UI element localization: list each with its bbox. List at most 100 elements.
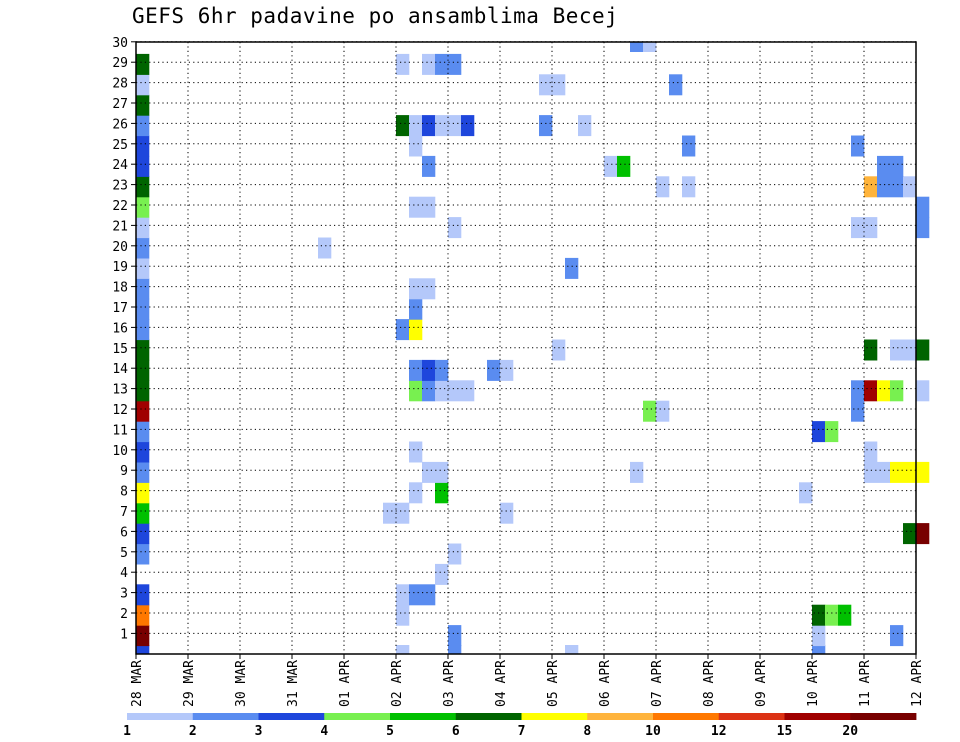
heatmap-cell: [916, 196, 930, 218]
heatmap-cells: [136, 42, 930, 654]
heatmap-cell: [864, 441, 878, 463]
legend-label: 5: [386, 724, 394, 739]
x-tick-label: 04 APR: [494, 660, 509, 707]
heatmap-cell: [409, 380, 423, 402]
heatmap-cell: [890, 339, 917, 361]
y-tick-label: 2: [120, 607, 128, 622]
heatmap-cell: [630, 461, 644, 483]
heatmap-cell: [643, 400, 657, 422]
heatmap-cell: [877, 380, 891, 402]
color-legend: 1 2 3 4 5 6 7 8 10 12 15 20: [123, 713, 917, 739]
heatmap-cell: [136, 645, 150, 654]
y-tick-label: 4: [120, 566, 128, 581]
y-tick-label: 18: [112, 281, 128, 296]
y-tick-label: 7: [120, 505, 128, 520]
heatmap-cell: [136, 400, 150, 422]
x-tick-label: 12 APR: [910, 660, 925, 707]
y-tick-label: 12: [112, 403, 128, 418]
x-tick-label: 29 MAR: [182, 660, 197, 707]
heatmap-cell: [136, 217, 150, 239]
heatmap-cell: [643, 42, 657, 52]
heatmap-cell: [851, 380, 865, 402]
heatmap-cell: [448, 625, 462, 647]
heatmap-cell: [409, 359, 423, 381]
legend-label: 15: [777, 724, 793, 739]
y-tick-label: 20: [112, 240, 128, 255]
heatmap-cell: [136, 339, 150, 361]
y-tick-label: 6: [120, 525, 128, 540]
x-tick-label: 07 APR: [650, 660, 665, 707]
x-tick-label: 28 MAR: [130, 660, 145, 707]
heatmap-cell: [396, 645, 410, 654]
heatmap-cell: [422, 115, 436, 137]
heatmap-cell: [812, 421, 826, 443]
heatmap-cell: [136, 380, 150, 402]
legend-label: 6: [452, 724, 460, 739]
y-tick-label: 21: [112, 219, 128, 234]
legend-label: 3: [255, 724, 263, 739]
heatmap-cell: [396, 584, 410, 606]
heatmap-cell: [656, 176, 670, 198]
heatmap-cell: [136, 584, 150, 606]
legend-swatch: [653, 713, 720, 720]
heatmap-cell: [500, 502, 514, 524]
grid-lines: [136, 41, 916, 654]
heatmap-cell: [136, 543, 150, 565]
heatmap-cell: [136, 257, 150, 279]
y-tick-label: 26: [112, 117, 128, 132]
heatmap-cell: [864, 380, 878, 402]
heatmap-cell: [916, 217, 930, 239]
legend-swatch: [718, 713, 785, 720]
y-tick-label: 8: [120, 485, 128, 500]
y-tick-label: 5: [120, 546, 128, 561]
y-tick-label: 11: [112, 423, 128, 438]
heatmap-cell: [851, 135, 865, 157]
y-tick-label: 19: [112, 260, 128, 275]
heatmap-cell: [890, 380, 904, 402]
legend-swatch: [192, 713, 259, 720]
heatmap-cell: [500, 359, 514, 381]
x-tick-label: 31 MAR: [286, 660, 301, 707]
heatmap-cell: [422, 155, 436, 177]
x-tick-label: 06 APR: [598, 660, 613, 707]
heatmap-cell: [136, 625, 150, 647]
heatmap-cell: [604, 155, 618, 177]
heatmap-cell: [396, 115, 410, 137]
legend-swatch: [850, 713, 917, 720]
legend-label: 20: [842, 724, 858, 739]
heatmap-cell: [877, 155, 904, 177]
legend-swatch: [587, 713, 654, 720]
y-tick-label: 22: [112, 199, 128, 214]
legend-swatch: [455, 713, 522, 720]
heatmap-cell: [136, 421, 150, 443]
heatmap-cell: [422, 380, 436, 402]
heatmap-cell: [656, 400, 670, 422]
heatmap-cell: [396, 53, 410, 75]
heatmap-cell: [682, 176, 696, 198]
heatmap-cell: [136, 237, 150, 259]
y-tick-label: 13: [112, 383, 128, 398]
heatmap-cell: [136, 604, 150, 626]
y-axis: 1234567891011121314151617181920212223242…: [112, 36, 136, 642]
heatmap-cell: [552, 339, 566, 361]
y-tick-label: 3: [120, 587, 128, 602]
heatmap-cell: [409, 135, 423, 157]
legend-swatch: [127, 713, 194, 720]
x-tick-label: 10 APR: [806, 660, 821, 707]
heatmap-cell: [916, 380, 930, 402]
heatmap-cell: [682, 135, 696, 157]
heatmap-cell: [409, 115, 423, 137]
y-tick-label: 17: [112, 301, 128, 316]
heatmap-cell: [409, 278, 436, 300]
heatmap-cell: [825, 604, 839, 626]
heatmap-cell: [448, 645, 462, 654]
heatmap-cell: [565, 257, 579, 279]
heatmap-cell: [903, 176, 917, 198]
y-tick-label: 9: [120, 464, 128, 479]
heatmap-cell: [630, 42, 644, 52]
x-tick-label: 01 APR: [338, 660, 353, 707]
heatmap-cell: [435, 563, 449, 585]
x-axis: 28 MAR 29 MAR 30 MAR 31 MAR 01 APR 02 APR 03 A…: [130, 654, 925, 707]
heatmap-cell: [422, 461, 449, 483]
